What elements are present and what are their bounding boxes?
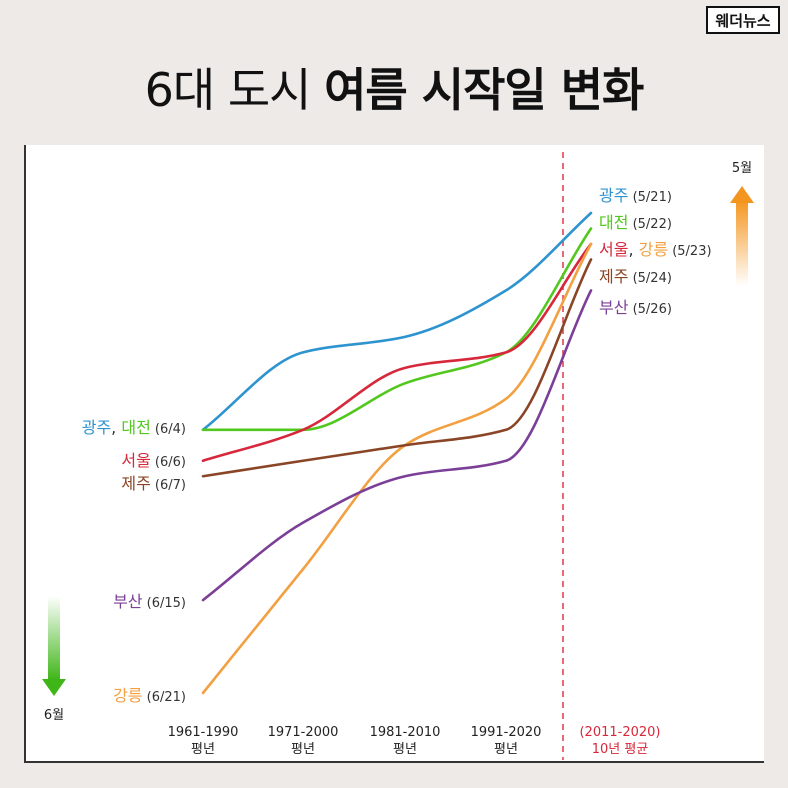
start-value: (6/7) (151, 478, 186, 493)
x-tick-sublabel: 평년 (191, 742, 215, 757)
axis-bottom-label: 6월 (44, 708, 64, 723)
end-value: (5/26) (628, 302, 671, 317)
end-label-daejeon: 대전 (5/22) (599, 213, 672, 232)
down-arrow-icon (42, 679, 66, 696)
series-name: 서울 (599, 240, 628, 259)
x-tick-sublabel: 평년 (393, 742, 417, 757)
end-value: (5/23) (668, 244, 711, 259)
series-name: 제주 (599, 267, 628, 286)
title-bold: 여름 시작일 변화 (324, 63, 644, 117)
series-name: 대전 (599, 213, 628, 232)
series-name: 제주 (121, 474, 150, 493)
x-tick-label: 1971-2000 (268, 725, 339, 740)
down-arrow-shaft (48, 596, 60, 680)
series-name: 강릉 (113, 686, 142, 705)
series-line-daejeon (201, 227, 593, 432)
up-arrow-shaft (736, 200, 748, 286)
series-name: 서울 (121, 451, 150, 470)
page-title: 6대 도시 여름 시작일 변화 (0, 54, 788, 120)
series-name: 부산 (113, 592, 143, 611)
series-name: 광주 (82, 418, 111, 437)
start-label-jeju: 제주 (6/7) (121, 474, 186, 493)
start-value: (6/21) (143, 690, 186, 705)
axis-top-label: 5월 (732, 161, 752, 176)
series-name: 강릉 (639, 240, 668, 259)
series-line-jeju (201, 258, 593, 478)
start-value: (6/15) (143, 596, 186, 611)
brand-logo: 웨더뉴스 (706, 6, 780, 34)
x-tick-sublabel: 평년 (291, 742, 315, 757)
series-line-busan (201, 289, 593, 602)
x-tick-label: 1991-2020 (471, 725, 542, 740)
end-label-busan: 부산 (5/26) (599, 298, 672, 317)
x-tick-label: 1981-2010 (370, 725, 441, 740)
series-line-gwangju (201, 211, 593, 432)
series-line-seoul (201, 242, 593, 463)
end-label-gwangju: 광주 (5/21) (599, 186, 672, 205)
end-label-jeju: 제주 (5/24) (599, 267, 672, 286)
up-arrow-icon (730, 186, 754, 203)
series-name: 광주 (599, 186, 628, 205)
x-tick-sublabel: 10년 평균 (592, 742, 649, 757)
end-label-seoul-gangneung: 서울, 강릉 (5/23) (599, 240, 712, 259)
start-label-seoul: 서울 (6/6) (121, 451, 186, 470)
x-tick-label: (2011-2020) (579, 725, 660, 740)
series-name: 부산 (599, 298, 629, 317)
series-name: 대전 (121, 418, 150, 437)
end-value: (5/22) (628, 217, 671, 232)
start-label-busan: 부산 (6/15) (113, 592, 186, 611)
start-value: (6/4) (151, 422, 186, 437)
x-tick-label: 1961-1990 (168, 725, 239, 740)
start-label-gangneung: 강릉 (6/21) (113, 686, 186, 705)
separator-comma: , (628, 240, 638, 259)
x-tick-sublabel: 평년 (494, 742, 518, 757)
start-label-gwangju-daejeon: 광주, 대전 (6/4) (82, 418, 186, 437)
title-regular: 6대 도시 (144, 63, 312, 117)
separator-comma: , (111, 418, 121, 437)
start-value: (6/6) (151, 455, 186, 470)
end-value: (5/21) (628, 190, 671, 205)
end-value: (5/24) (628, 271, 671, 286)
